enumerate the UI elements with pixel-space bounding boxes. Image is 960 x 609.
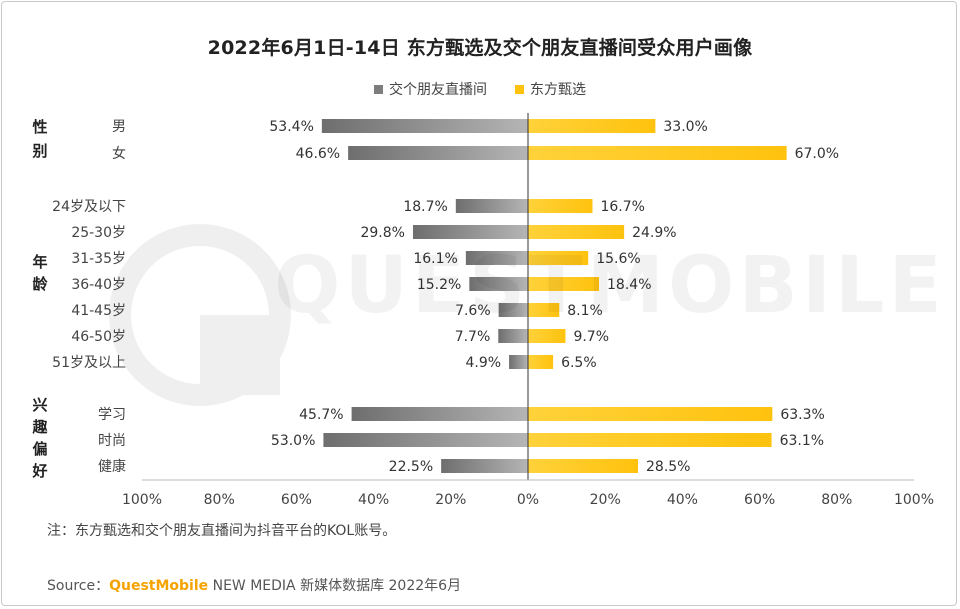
- value-label-right-1: 67.0%: [795, 146, 839, 162]
- category-label-5: 36-40岁: [71, 277, 126, 293]
- x-tick-label-5: 0%: [517, 492, 539, 508]
- bar-left-7: [498, 329, 528, 343]
- bar-left-10: [323, 433, 528, 447]
- value-label-left-1: 46.6%: [296, 146, 340, 162]
- bar-right-0: [528, 119, 656, 133]
- x-tick-label-7: 40%: [667, 492, 698, 508]
- group-label-char-1-0: 年: [32, 253, 47, 271]
- value-label-left-3: 29.8%: [360, 225, 404, 241]
- value-label-left-2: 18.7%: [403, 199, 447, 215]
- group-label-char-1-1: 龄: [32, 275, 48, 293]
- value-label-right-0: 33.0%: [663, 119, 707, 135]
- bar-right-2: [528, 199, 593, 213]
- group-label-char-2-2: 偏: [32, 440, 47, 458]
- bar-right-6: [528, 303, 560, 317]
- value-label-left-6: 7.6%: [455, 303, 491, 319]
- value-label-left-0: 53.4%: [269, 119, 313, 135]
- x-tick-label-8: 60%: [744, 492, 775, 508]
- value-label-left-4: 16.1%: [413, 251, 457, 267]
- x-tick-label-1: 80%: [204, 492, 235, 508]
- bar-right-8: [528, 355, 554, 369]
- legend-label-jiaogepengyou: 交个朋友直播间: [389, 82, 487, 98]
- watermark-logo-icon: [109, 224, 291, 406]
- value-label-right-5: 18.4%: [607, 277, 651, 293]
- category-label-0: 男: [112, 119, 126, 135]
- bar-left-3: [412, 225, 528, 239]
- value-label-right-11: 28.5%: [646, 459, 690, 475]
- source-brand: QuestMobile: [109, 578, 209, 594]
- category-label-1: 女: [112, 145, 126, 162]
- group-label-char-2-0: 兴: [32, 396, 47, 414]
- bar-right-1: [528, 146, 787, 160]
- legend-item-jiaogepengyou: 交个朋友直播间: [374, 79, 487, 99]
- category-label-2: 24岁及以下: [52, 199, 126, 215]
- bar-left-4: [465, 251, 528, 265]
- x-tick-label-0: 100%: [122, 492, 162, 508]
- value-label-right-7: 9.7%: [573, 329, 609, 345]
- source-line: Source：QuestMobile NEW MEDIA 新媒体数据库 2022…: [47, 575, 461, 595]
- value-label-right-3: 24.9%: [632, 225, 676, 241]
- group-label-char-0-0: 性: [32, 118, 47, 136]
- footnote: 注：东方甄选和交个朋友直播间为抖音平台的KOL账号。: [47, 523, 397, 539]
- bar-left-0: [321, 119, 528, 133]
- legend-swatch-gray: [374, 84, 383, 94]
- category-label-9: 学习: [98, 407, 126, 423]
- category-label-10: 时尚: [98, 433, 126, 449]
- value-label-right-10: 63.1%: [780, 433, 824, 449]
- x-tick-label-2: 60%: [281, 492, 312, 508]
- legend-swatch-gold: [515, 84, 524, 94]
- category-label-11: 健康: [98, 458, 126, 475]
- bar-left-1: [348, 146, 528, 160]
- source-rest: NEW MEDIA 新媒体数据库 2022年6月: [208, 578, 462, 594]
- category-label-7: 46-50岁: [71, 329, 126, 345]
- bar-left-2: [455, 199, 528, 213]
- value-label-left-11: 22.5%: [389, 459, 433, 475]
- source-prefix: Source：: [47, 578, 110, 594]
- bar-left-6: [498, 303, 528, 317]
- value-label-left-7: 7.7%: [455, 329, 491, 345]
- category-label-4: 31-35岁: [71, 251, 126, 267]
- category-label-6: 41-45岁: [71, 303, 126, 319]
- legend-item-dongfangzhenxuan: 东方甄选: [515, 79, 586, 99]
- x-tick-label-3: 40%: [358, 492, 389, 508]
- value-label-right-8: 6.5%: [561, 355, 597, 371]
- value-label-left-5: 15.2%: [417, 277, 461, 293]
- group-label-char-0-1: 别: [31, 142, 47, 160]
- value-label-right-2: 16.7%: [600, 199, 644, 215]
- bar-right-4: [528, 251, 589, 265]
- x-tick-label-6: 20%: [590, 492, 621, 508]
- value-label-left-8: 4.9%: [466, 355, 502, 371]
- x-tick-label-4: 20%: [435, 492, 466, 508]
- value-label-right-9: 63.3%: [780, 407, 824, 423]
- value-label-left-9: 45.7%: [299, 407, 343, 423]
- bar-right-7: [528, 329, 566, 343]
- group-label-char-2-1: 趣: [31, 418, 48, 436]
- bar-right-11: [528, 459, 639, 473]
- value-label-left-10: 53.0%: [271, 433, 315, 449]
- legend: 交个朋友直播间 东方甄选: [0, 79, 960, 99]
- bar-right-10: [528, 433, 772, 447]
- chart-title: 2022年6月1日-14日 东方甄选及交个朋友直播间受众用户画像: [207, 37, 753, 59]
- bar-left-8: [509, 355, 528, 369]
- watermark-text: QUESTMOBILE: [274, 241, 946, 331]
- x-tick-label-10: 100%: [894, 492, 934, 508]
- bar-right-5: [528, 277, 600, 291]
- value-label-right-6: 8.1%: [567, 303, 603, 319]
- value-label-right-4: 15.6%: [596, 251, 640, 267]
- legend-label-dongfangzhenxuan: 东方甄选: [530, 82, 586, 98]
- bar-left-11: [441, 459, 528, 473]
- category-label-3: 25-30岁: [71, 225, 126, 241]
- group-label-char-2-3: 好: [31, 462, 47, 480]
- bar-right-3: [528, 225, 625, 239]
- bar-left-5: [469, 277, 528, 291]
- bar-right-9: [528, 407, 773, 421]
- x-tick-label-9: 80%: [821, 492, 852, 508]
- bar-left-9: [351, 407, 528, 421]
- category-label-8: 51岁及以上: [52, 355, 126, 371]
